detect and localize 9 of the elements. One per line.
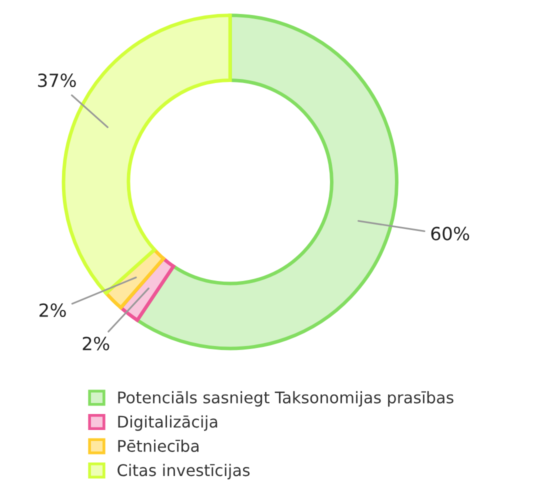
- legend-label: Citas investīcijas: [118, 464, 250, 480]
- data-label: 60%: [431, 226, 470, 240]
- legend-label: Pētniecība: [118, 440, 199, 452]
- data-label: 2%: [82, 336, 110, 350]
- legend-label: Potenciāls sasniegt Taksonomijas prasības: [118, 391, 454, 407]
- data-label: 37%: [38, 74, 76, 88]
- donut-slice: [136, 14, 398, 350]
- data-label: 2%: [40, 303, 66, 318]
- legend-label: Digitalizācija: [118, 415, 218, 431]
